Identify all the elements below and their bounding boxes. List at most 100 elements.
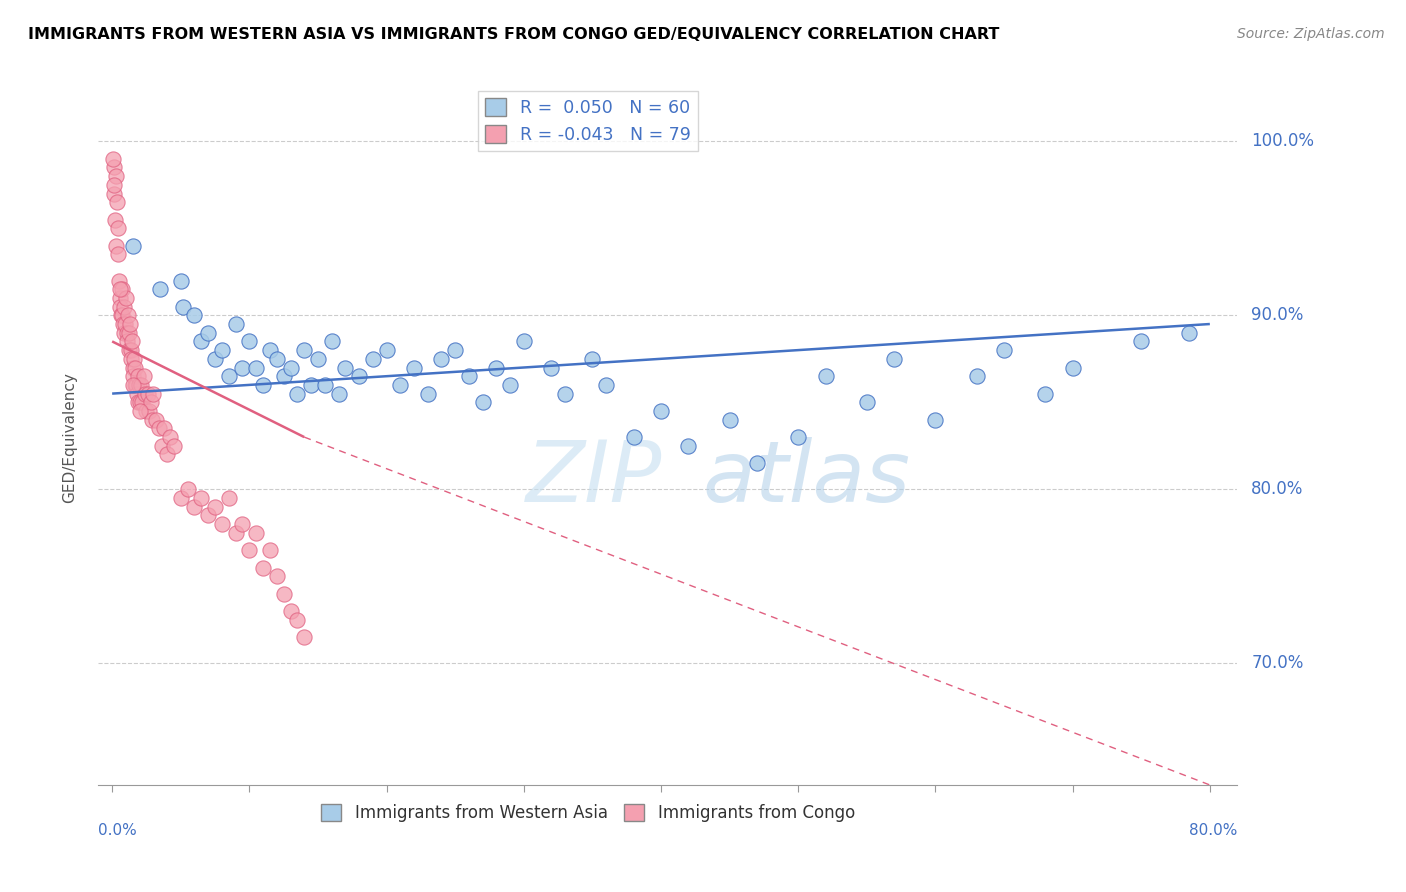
Point xyxy=(814,369,837,384)
Point xyxy=(314,378,336,392)
Point xyxy=(136,386,159,401)
Point xyxy=(108,291,131,305)
Point xyxy=(114,317,136,331)
Point xyxy=(108,274,131,288)
Point xyxy=(211,343,233,358)
Point xyxy=(117,326,139,340)
Point xyxy=(127,369,149,384)
Point xyxy=(121,334,143,349)
Point xyxy=(129,378,152,392)
Point xyxy=(132,369,155,384)
Point xyxy=(183,500,205,514)
Point xyxy=(121,239,143,253)
Point xyxy=(238,334,260,349)
Point xyxy=(135,404,157,418)
Text: 80.0%: 80.0% xyxy=(1251,480,1303,499)
Point xyxy=(125,378,148,392)
Point xyxy=(190,491,212,505)
Point xyxy=(252,378,274,392)
Point xyxy=(150,439,173,453)
Point xyxy=(120,351,142,366)
Point xyxy=(856,395,879,409)
Point xyxy=(266,569,288,583)
Point xyxy=(287,613,309,627)
Point xyxy=(112,326,135,340)
Point xyxy=(148,421,170,435)
Point xyxy=(114,300,136,314)
Point xyxy=(499,378,522,392)
Point xyxy=(650,404,672,418)
Point xyxy=(111,309,134,323)
Point xyxy=(245,525,267,540)
Point xyxy=(115,334,138,349)
Point xyxy=(183,309,205,323)
Point xyxy=(139,395,162,409)
Point xyxy=(280,360,302,375)
Point xyxy=(124,378,146,392)
Point xyxy=(170,274,193,288)
Point xyxy=(128,395,150,409)
Point xyxy=(471,395,494,409)
Point xyxy=(292,343,315,358)
Point xyxy=(335,360,357,375)
Point xyxy=(361,351,384,366)
Point xyxy=(1178,326,1201,340)
Point xyxy=(993,343,1015,358)
Point xyxy=(211,517,233,532)
Point xyxy=(416,386,439,401)
Point xyxy=(163,439,186,453)
Point xyxy=(122,378,145,392)
Point xyxy=(104,239,127,253)
Point xyxy=(105,195,128,210)
Point xyxy=(595,378,617,392)
Point xyxy=(173,300,195,314)
Point xyxy=(273,369,295,384)
Text: 80.0%: 80.0% xyxy=(1189,823,1237,838)
Point xyxy=(112,317,135,331)
Point xyxy=(103,178,125,192)
Y-axis label: GED/Equivalency: GED/Equivalency xyxy=(63,372,77,502)
Text: 70.0%: 70.0% xyxy=(1251,654,1303,673)
Point xyxy=(292,630,315,644)
Point xyxy=(307,351,329,366)
Text: 0.0%: 0.0% xyxy=(98,823,138,838)
Point xyxy=(623,430,645,444)
Point xyxy=(103,152,125,166)
Point xyxy=(1033,386,1056,401)
Point xyxy=(107,221,129,235)
Point xyxy=(204,351,226,366)
Point xyxy=(159,430,181,444)
Point xyxy=(299,378,322,392)
Point xyxy=(883,351,905,366)
Point xyxy=(142,386,165,401)
Point xyxy=(118,317,141,331)
Point xyxy=(197,326,219,340)
Text: IMMIGRANTS FROM WESTERN ASIA VS IMMIGRANTS FROM CONGO GED/EQUIVALENCY CORRELATIO: IMMIGRANTS FROM WESTERN ASIA VS IMMIGRAN… xyxy=(28,27,1000,42)
Point xyxy=(125,386,148,401)
Point xyxy=(122,351,145,366)
Point xyxy=(225,525,247,540)
Point xyxy=(678,439,700,453)
Point xyxy=(540,360,562,375)
Point xyxy=(127,395,149,409)
Point xyxy=(513,334,536,349)
Point xyxy=(115,291,138,305)
Point xyxy=(124,360,146,375)
Point xyxy=(581,351,603,366)
Point xyxy=(402,360,425,375)
Point xyxy=(389,378,412,392)
Point xyxy=(107,247,129,261)
Point xyxy=(110,300,132,314)
Point xyxy=(118,343,141,358)
Point xyxy=(103,186,125,201)
Point xyxy=(1130,334,1153,349)
Point xyxy=(170,491,193,505)
Point xyxy=(110,309,132,323)
Point xyxy=(924,413,946,427)
Point xyxy=(134,386,156,401)
Point xyxy=(745,456,768,470)
Point xyxy=(197,508,219,523)
Point xyxy=(115,326,138,340)
Point xyxy=(259,343,281,358)
Legend: Immigrants from Western Asia, Immigrants from Congo: Immigrants from Western Asia, Immigrants… xyxy=(315,797,862,829)
